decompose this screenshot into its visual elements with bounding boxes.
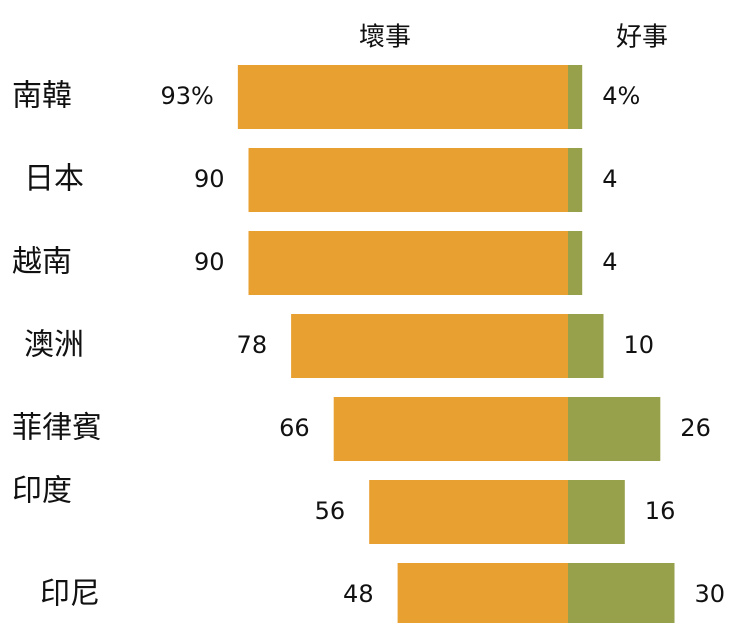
data-label: 30 bbox=[695, 580, 726, 608]
data-label: 4% bbox=[602, 82, 640, 110]
data-label: 4 bbox=[602, 248, 617, 276]
data-label: 4 bbox=[602, 165, 617, 193]
bar bbox=[248, 231, 568, 295]
category-label: 印尼 bbox=[40, 577, 100, 612]
bar bbox=[291, 314, 568, 378]
data-label: 10 bbox=[624, 331, 655, 359]
data-label: 16 bbox=[645, 497, 676, 525]
bar bbox=[248, 148, 568, 212]
category-label: 澳洲 bbox=[24, 328, 84, 363]
bar bbox=[369, 480, 568, 544]
data-label: 66 bbox=[279, 414, 310, 442]
bar bbox=[568, 480, 625, 544]
legend-entry: 好事 bbox=[616, 23, 668, 53]
legend-entry: 壞事 bbox=[359, 23, 411, 53]
bar bbox=[568, 231, 583, 295]
data-label: 90 bbox=[194, 248, 225, 276]
category-label: 菲律賓 bbox=[12, 411, 102, 446]
data-label: 78 bbox=[237, 331, 268, 359]
category-label: 越南 bbox=[12, 245, 72, 280]
data-label: 56 bbox=[315, 497, 346, 525]
bar bbox=[568, 148, 583, 212]
category-label: 日本 bbox=[24, 162, 84, 197]
data-label: 48 bbox=[343, 580, 374, 608]
bar bbox=[568, 397, 661, 461]
bar bbox=[397, 563, 568, 623]
bar bbox=[568, 65, 583, 129]
data-label: 90 bbox=[194, 165, 225, 193]
data-label: 93% bbox=[161, 82, 214, 110]
data-label: 26 bbox=[680, 414, 711, 442]
category-label: 印度 bbox=[12, 474, 72, 509]
bar bbox=[568, 563, 675, 623]
bar bbox=[333, 397, 568, 461]
bar bbox=[568, 314, 604, 378]
bar bbox=[237, 65, 568, 129]
category-label: 南韓 bbox=[12, 79, 72, 114]
